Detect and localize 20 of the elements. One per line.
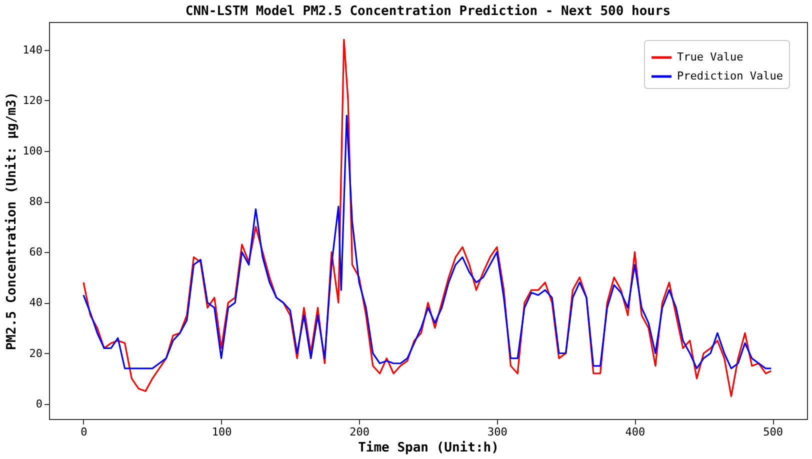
- y-tick-label: 60: [29, 246, 42, 259]
- y-tick-label: 120: [22, 94, 42, 107]
- x-tick-label: 300: [487, 426, 508, 438]
- y-tick-label: 100: [22, 144, 42, 158]
- y-tick-label: 20: [29, 346, 42, 360]
- x-tick-label: 100: [212, 426, 232, 438]
- x-axis-title: Time Span (Unit:h): [358, 440, 499, 456]
- x-tick-label: 200: [350, 426, 370, 438]
- legend-label: Prediction Value: [677, 70, 783, 82]
- legend-label: True Value: [677, 50, 744, 64]
- y-tick-label: 140: [22, 43, 42, 56]
- y-tick-label: 0: [36, 397, 42, 410]
- x-tick-label: 500: [763, 426, 783, 438]
- line-series: [82, 114, 772, 370]
- y-axis-title: PM2.5 Concentration (Unit: μg/m3): [4, 92, 20, 350]
- y-tick-label: 40: [29, 296, 42, 310]
- x-tick-label: 0: [80, 426, 88, 438]
- chart-title: CNN-LSTM Model PM2.5 Concentration Prediction - Next 500 hours: [185, 4, 671, 19]
- x-tick-label: 400: [625, 426, 646, 438]
- y-tick-label: 80: [29, 195, 42, 208]
